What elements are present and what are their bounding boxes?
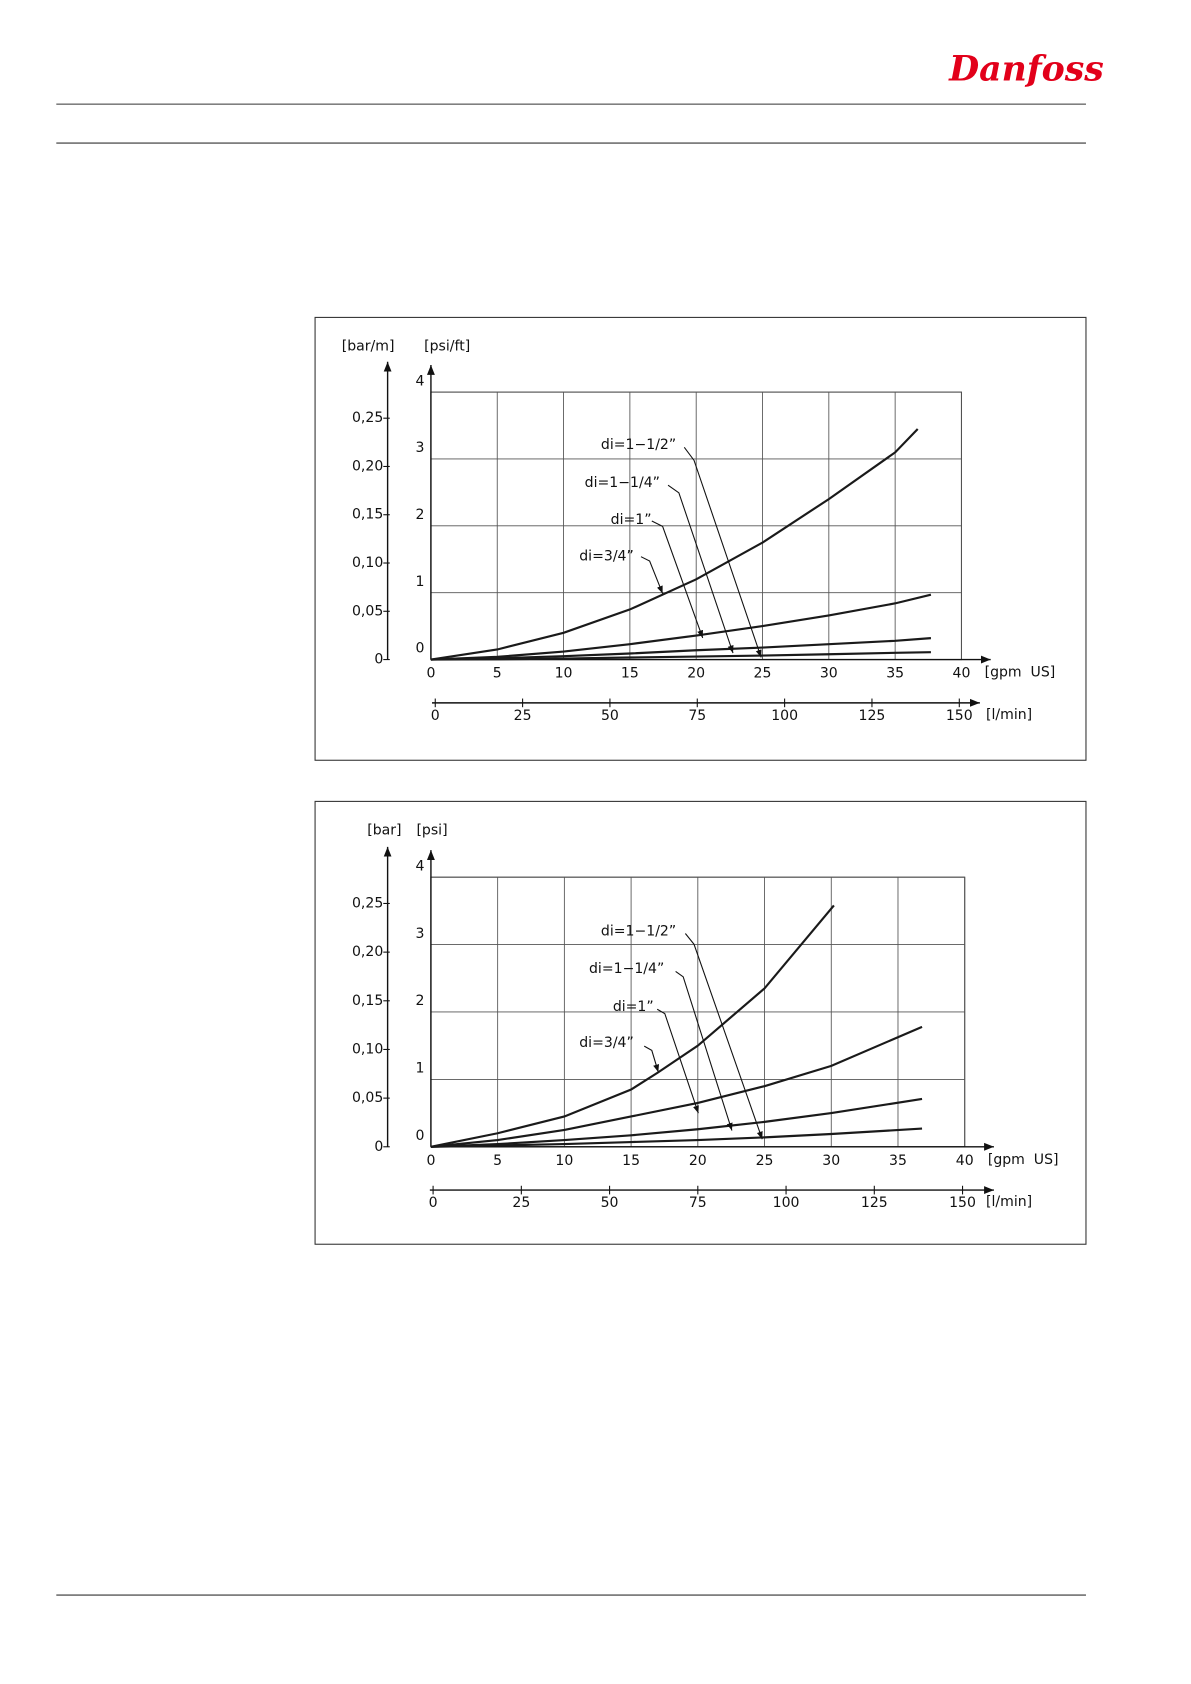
y2-tick-label: 0,05	[352, 1090, 383, 1106]
series-line	[430, 593, 932, 661]
y2-tick-label: 0	[374, 1139, 383, 1155]
leader-line	[651, 520, 704, 639]
x2-tick-label: 0	[431, 708, 440, 724]
y-axis-label: [psi]	[416, 823, 447, 839]
y2-tick-label: 0,10	[352, 555, 383, 571]
x-tick-label: 20	[689, 1153, 707, 1169]
y2-tick-label: 0,20	[352, 944, 383, 960]
series-label: di=1”	[611, 512, 652, 528]
y2-tick-label: 0,25	[352, 410, 383, 426]
x2-tick-label: 75	[689, 1195, 707, 1211]
x-tick-label: 30	[820, 666, 838, 682]
x2-tick-label: 0	[429, 1195, 438, 1211]
y2-tick-label: 0,05	[352, 603, 383, 619]
y2-tick-label: 0,10	[352, 1041, 383, 1057]
x-tick-label: 0	[426, 666, 435, 682]
y2-tick-label: 0	[374, 652, 383, 668]
x-tick-label: 35	[886, 666, 904, 682]
leader-line	[640, 556, 664, 594]
series-line	[430, 428, 919, 661]
x2-tick-label: 100	[771, 708, 798, 724]
x-tick-label: 25	[756, 1153, 774, 1169]
x-tick-label: 15	[621, 666, 639, 682]
series-line	[430, 904, 835, 1148]
series-label: di=1−1/4”	[589, 961, 664, 977]
x-tick-label: 5	[493, 1153, 502, 1169]
y-axis-label: [psi/ft]	[424, 339, 470, 355]
x2-tick-label: 50	[601, 1195, 619, 1211]
x-tick-label: 15	[622, 1153, 640, 1169]
x-tick-label: 10	[555, 1153, 573, 1169]
series-label: di=3/4”	[579, 1035, 634, 1051]
x2-tick-label: 150	[946, 708, 973, 724]
series-label: di=1−1/2”	[601, 923, 676, 939]
y-tick-label: 1	[415, 1061, 424, 1077]
x2-tick-label: 50	[601, 708, 619, 724]
series-line	[430, 1025, 923, 1148]
y-tick-label: 1	[415, 574, 424, 590]
x-tick-label: 5	[493, 666, 502, 682]
series-line	[430, 1127, 923, 1148]
leader-line	[684, 933, 763, 1140]
chart-frame	[314, 800, 1087, 1245]
series-label: di=1−1/2”	[601, 437, 676, 453]
y-tick-label: 3	[415, 926, 424, 942]
x2-tick-label: 125	[859, 708, 886, 724]
x-tick-label: 40	[953, 666, 971, 682]
chart-frame	[314, 316, 1087, 761]
y2-axis-label: [bar/m]	[342, 339, 395, 355]
series-label: di=1−1/4”	[585, 475, 660, 491]
y2-axis-label: [bar]	[367, 823, 401, 839]
y-tick-label: 0	[415, 1128, 424, 1144]
x2-tick-label: 25	[514, 708, 532, 724]
y2-tick-label: 0,15	[352, 507, 383, 523]
leader-line	[675, 970, 733, 1131]
y-tick-label: 4	[415, 373, 424, 389]
x-tick-label: 40	[956, 1153, 974, 1169]
x2-axis-label: [l/min]	[986, 1194, 1032, 1210]
x2-tick-label: 125	[861, 1195, 888, 1211]
series-label: di=1”	[613, 999, 654, 1015]
y2-tick-label: 0,20	[352, 458, 383, 474]
x2-axis-label: [l/min]	[986, 707, 1032, 723]
y-tick-label: 2	[415, 507, 424, 523]
x-tick-label: 0	[426, 1153, 435, 1169]
series-label: di=3/4”	[579, 549, 634, 565]
x-tick-label: 25	[754, 666, 772, 682]
y-tick-label: 2	[415, 993, 424, 1009]
y2-tick-label: 0,15	[352, 993, 383, 1009]
x2-tick-label: 25	[512, 1195, 530, 1211]
y-tick-label: 0	[415, 641, 424, 657]
x-tick-label: 30	[822, 1153, 840, 1169]
series-line	[430, 637, 932, 661]
leader-line	[683, 447, 762, 658]
leader-line	[656, 1008, 699, 1114]
leader-line	[643, 1045, 660, 1073]
x2-tick-label: 75	[688, 708, 706, 724]
x-axis-label: [gpm US]	[988, 1152, 1059, 1168]
x2-tick-label: 150	[949, 1195, 976, 1211]
series-line	[430, 651, 931, 661]
x-tick-label: 10	[555, 666, 573, 682]
y-tick-label: 3	[415, 440, 424, 456]
x-axis-label: [gpm US]	[985, 665, 1056, 681]
logo: Danfoss	[948, 49, 1104, 90]
y2-tick-label: 0,25	[352, 895, 383, 911]
y-tick-label: 4	[415, 858, 424, 874]
leader-line	[667, 484, 734, 654]
x-tick-label: 35	[889, 1153, 907, 1169]
x-tick-label: 20	[687, 666, 705, 682]
x2-tick-label: 100	[773, 1195, 800, 1211]
series-line	[430, 1097, 923, 1148]
